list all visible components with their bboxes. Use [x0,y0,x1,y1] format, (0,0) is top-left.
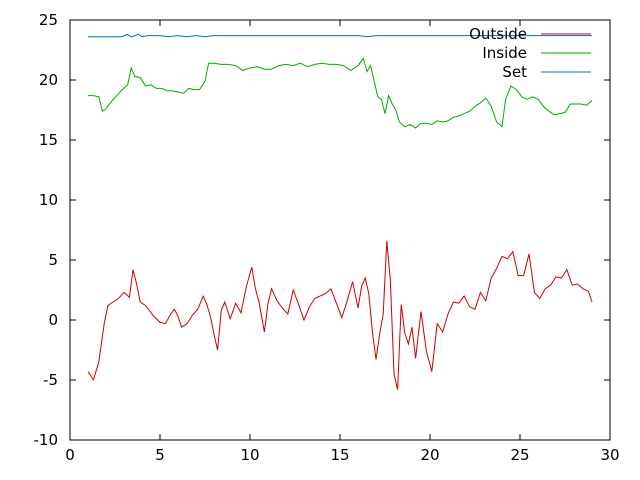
y-tick-label: -5 [43,371,58,389]
axis-tick-labels: 0 5 10 15 20 25 30 -10 -5 0 5 10 15 20 25 [34,11,620,464]
x-tick-label: 25 [510,446,529,464]
series-line-set [88,33,592,38]
plot-frame [69,19,611,441]
x-tick-label: 5 [155,446,165,464]
y-tick-label: 0 [48,311,58,329]
series-line-inside [88,57,593,129]
series-line-outside [87,240,593,390]
y-tick-label: 25 [39,11,58,29]
legend-label-set: Set [502,63,527,81]
legend-label-inside: Inside [482,44,527,62]
y-tick-label: 15 [39,131,58,149]
x-tick-label: 10 [240,446,259,464]
x-tick-label: 20 [420,446,439,464]
y-tick-label: 10 [39,191,58,209]
legend-label-outside: Outside [469,25,527,43]
y-tick-label: 5 [48,251,58,269]
axis-ticks [69,19,611,441]
x-tick-label: 0 [65,446,75,464]
series-lines [87,33,593,390]
y-tick-label: 20 [39,71,58,89]
x-tick-label: 15 [330,446,349,464]
x-tick-label: 30 [600,446,619,464]
y-tick-label: -10 [34,431,59,449]
